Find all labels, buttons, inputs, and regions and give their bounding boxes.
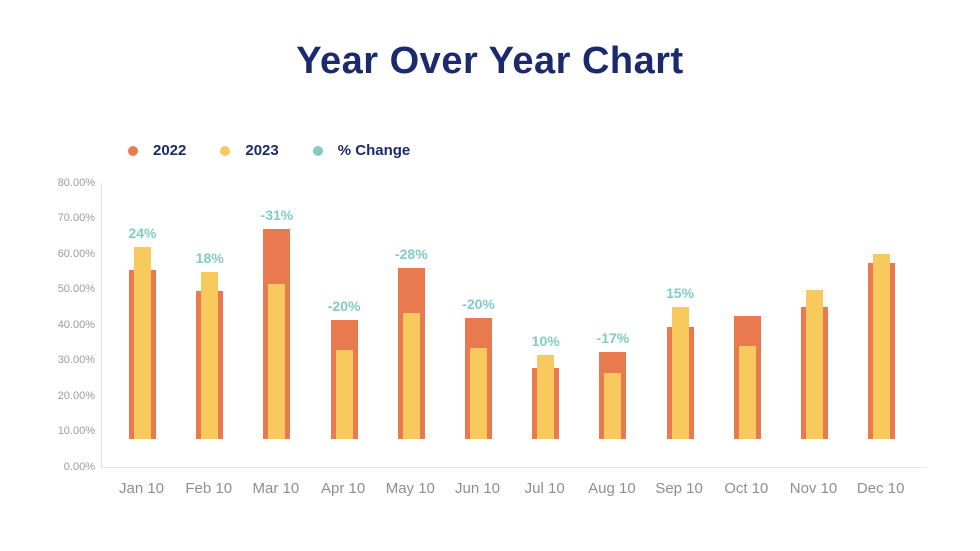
bar-2023 <box>268 284 286 439</box>
x-tick-label: Oct 10 <box>724 480 769 497</box>
x-tick-label: Apr 10 <box>320 480 366 497</box>
bar-2023 <box>806 289 823 439</box>
pct-change-label: -20% <box>327 297 361 314</box>
x-tick-label: Nov 10 <box>789 480 838 497</box>
bar-2023 <box>201 271 219 439</box>
bar-2023 <box>402 312 420 439</box>
y-tick-label: 0.00% <box>63 460 95 473</box>
x-tick-label: May 10 <box>385 480 435 497</box>
y-tick-label: 80.00% <box>57 176 95 189</box>
pct-change-label: -17% <box>596 329 630 346</box>
bar-2023 <box>873 254 891 439</box>
pct-change-label: 18% <box>195 249 224 266</box>
y-tick-label: 30.00% <box>57 354 95 366</box>
x-tick-label: Jan 10 <box>118 480 165 497</box>
legend-item-label: 2023 <box>245 142 279 159</box>
x-tick-label: Jul 10 <box>524 480 565 497</box>
x-tick-label: Mar 10 <box>252 480 300 497</box>
pct-change-label: -28% <box>394 246 428 263</box>
x-tick-label: Dec 10 <box>856 480 905 497</box>
y-tick-label: 70.00% <box>57 212 95 224</box>
x-tick-label: Sep 10 <box>655 480 703 497</box>
x-tick-label: Jun 10 <box>454 480 501 497</box>
y-tick-label: 10.00% <box>57 425 95 437</box>
bar-2023 <box>671 307 689 439</box>
y-tick-label: 20.00% <box>57 389 95 402</box>
bar-2023 <box>537 355 555 439</box>
legend: 2022 2023 % Change <box>128 142 410 159</box>
legend-item-2023: 2023 <box>220 142 279 159</box>
y-tick-label: 40.00% <box>57 318 95 331</box>
legend-item-label: % Change <box>337 142 411 159</box>
x-tick-label: Feb 10 <box>185 480 233 497</box>
y-tick-label: 60.00% <box>57 247 95 260</box>
pct-change-label: -31% <box>260 207 294 224</box>
chart-title: Year Over Year Chart <box>296 40 684 82</box>
pct-change-label: 24% <box>128 224 157 241</box>
y-tick-label: 50.00% <box>57 283 95 295</box>
legend-item-label: 2022 <box>153 142 187 159</box>
bar-2023 <box>335 349 353 439</box>
plot-area: 24% 18% -31% -20% -28% -20% 10% -17% 15% <box>101 183 927 468</box>
pct-change-label: 15% <box>666 285 695 302</box>
bar-2023 <box>738 346 756 439</box>
bar-2023 <box>470 348 487 439</box>
pct-change-label: -20% <box>462 295 495 312</box>
pct-change-label: 10% <box>531 333 560 350</box>
legend-dot-icon <box>220 145 231 156</box>
legend-item--change: % Change <box>312 142 411 159</box>
legend-dot-icon <box>128 145 138 156</box>
x-tick-label: Aug 10 <box>588 480 636 497</box>
bar-2023 <box>134 246 151 439</box>
legend-item-2022: 2022 <box>128 142 186 159</box>
legend-dot-icon <box>312 145 323 156</box>
bar-2023 <box>604 372 622 439</box>
